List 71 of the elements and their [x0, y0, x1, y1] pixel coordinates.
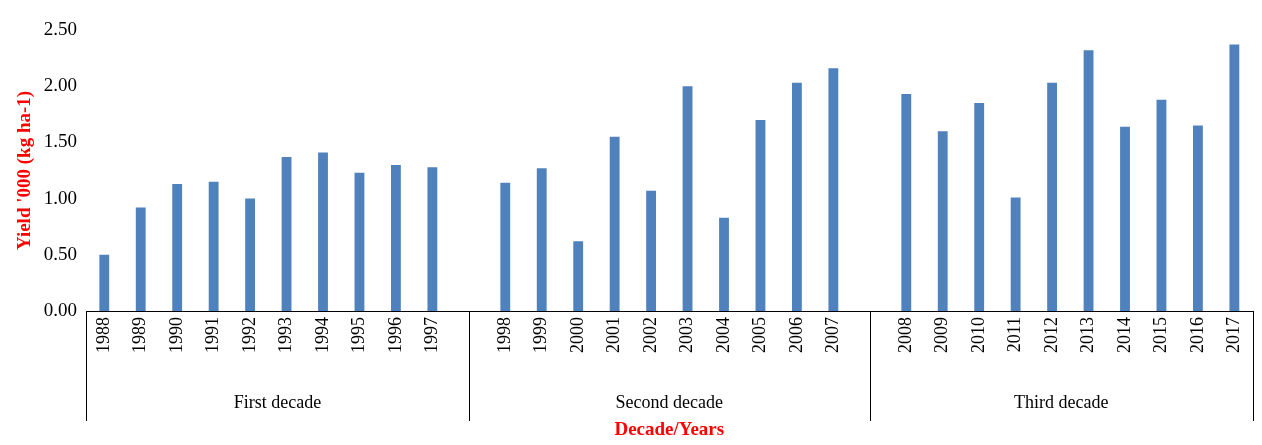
x-tick-label: 2011 [1004, 317, 1025, 353]
bar [791, 82, 802, 311]
x-tick-label: 2003 [676, 317, 697, 353]
x-tick-label: 2017 [1223, 317, 1244, 353]
bar [828, 68, 839, 311]
x-tick-label: 2006 [785, 317, 806, 353]
x-tick-label: 2002 [639, 317, 660, 353]
bar [536, 168, 547, 311]
x-tick-label: 2001 [603, 317, 624, 353]
x-tick-label: 2008 [895, 317, 916, 353]
bar [390, 164, 401, 311]
y-tick-label: 0.50 [43, 242, 78, 264]
x-tick-label: 2016 [1186, 317, 1207, 353]
bar [1229, 44, 1240, 311]
x-tick-label: 1994 [311, 317, 332, 353]
bar [1156, 99, 1167, 311]
bar [682, 86, 693, 311]
bar [646, 190, 657, 311]
text: Third decade [1013, 391, 1109, 412]
bar [500, 182, 511, 311]
x-tick-label: 2012 [1040, 317, 1061, 353]
x-tick-label: 1988 [93, 317, 114, 353]
y-tick-label: 1.00 [43, 186, 78, 208]
bar [1192, 125, 1203, 311]
x-tick-label: 2005 [749, 317, 770, 353]
y-tick-label: 0.00 [43, 298, 78, 320]
y-tick-label: 1.50 [43, 130, 78, 152]
bar [135, 207, 146, 311]
x-tick-label: 2014 [1113, 317, 1134, 353]
bar [318, 152, 328, 311]
bar [1010, 197, 1021, 311]
x-tick-label: 1991 [202, 317, 223, 353]
y-tick-label: 2.00 [43, 74, 78, 96]
x-tick-label: 1995 [348, 317, 369, 353]
x-tick-label: 2004 [712, 317, 733, 353]
x-tick-label: 2007 [822, 317, 843, 353]
x-tick-label: 1996 [384, 317, 405, 353]
bar [1083, 50, 1094, 311]
bar [427, 167, 438, 311]
x-tick-label: 1989 [129, 317, 150, 353]
y-axis-title: Yield '000 (kg ha-1) [13, 90, 36, 251]
bar [755, 119, 766, 311]
x-tick-label: 2015 [1150, 317, 1171, 353]
x-tick-label: 2010 [967, 317, 988, 353]
x-axis-title: Decade/Years [614, 417, 725, 439]
bar [208, 181, 219, 311]
bar [609, 136, 620, 311]
x-tick-label: 2000 [566, 317, 587, 353]
bar [974, 103, 985, 311]
bar [245, 198, 256, 311]
x-tick-label: 1998 [494, 317, 515, 353]
text: First decade [233, 391, 322, 412]
bar [172, 183, 183, 311]
bar [573, 241, 584, 311]
x-tick-label: 1999 [530, 317, 551, 353]
x-tick-label: 2013 [1077, 317, 1098, 353]
x-tick-label: 1990 [165, 317, 186, 353]
bar [99, 254, 110, 311]
x-tick-label: 1992 [238, 317, 259, 353]
x-tick-label: 1993 [275, 317, 296, 353]
bar [281, 157, 292, 311]
text: Second decade [615, 391, 724, 412]
bar [354, 172, 365, 311]
x-tick-label: 2009 [931, 317, 952, 353]
x-tick-label: 1997 [421, 317, 442, 353]
bar [901, 94, 912, 311]
bar [937, 131, 948, 311]
bar [1047, 82, 1058, 311]
bar [1120, 126, 1130, 311]
y-tick-label: 2.50 [43, 17, 78, 39]
bar [719, 217, 729, 311]
